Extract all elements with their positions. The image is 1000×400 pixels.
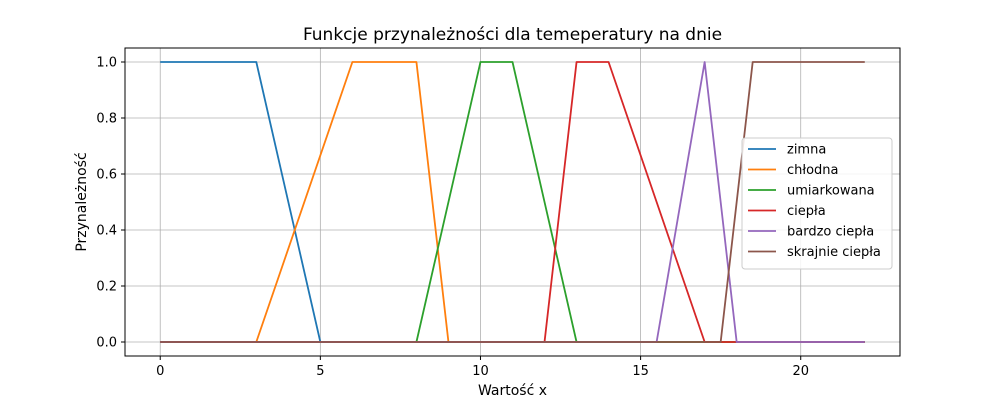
series-line-skrajnie-ciepła bbox=[160, 61, 865, 343]
series-lines bbox=[160, 61, 865, 343]
x-tick-label: 0 bbox=[156, 364, 164, 379]
x-tick-label: 5 bbox=[316, 364, 324, 379]
y-axis-label: Przynależność bbox=[74, 152, 90, 251]
x-tick-label: 20 bbox=[792, 364, 809, 379]
axis-ticks: 0 5 10 15 20 0.0 0.2 0.4 0.6 0.8 1.0 bbox=[96, 56, 809, 380]
legend-label: ciepła bbox=[787, 204, 826, 219]
legend-label: umiarkowana bbox=[787, 184, 875, 199]
legend-label: chłodna bbox=[787, 163, 839, 178]
y-tick-label: 0.2 bbox=[96, 280, 117, 295]
chart-title: Funkcje przynależności dla temeperatury … bbox=[303, 25, 722, 45]
y-tick-label: 1.0 bbox=[96, 56, 117, 71]
y-tick-label: 0.4 bbox=[96, 224, 117, 239]
legend-label: skrajnie ciepła bbox=[787, 245, 881, 260]
x-tick-label: 10 bbox=[472, 364, 489, 379]
legend-box bbox=[741, 137, 893, 270]
x-axis-label: Wartość x bbox=[478, 383, 547, 399]
x-tick-label: 15 bbox=[632, 364, 649, 379]
y-tick-label: 0.0 bbox=[96, 336, 117, 351]
legend-label: bardzo ciepła bbox=[787, 225, 874, 240]
y-tick-label: 0.8 bbox=[96, 112, 117, 127]
plot-frame bbox=[124, 47, 901, 357]
legend: zimna chłodna umiarkowana ciepła bardzo ciep… bbox=[741, 137, 893, 270]
legend-label: zimna bbox=[787, 143, 826, 158]
y-tick-label: 0.6 bbox=[96, 168, 117, 183]
